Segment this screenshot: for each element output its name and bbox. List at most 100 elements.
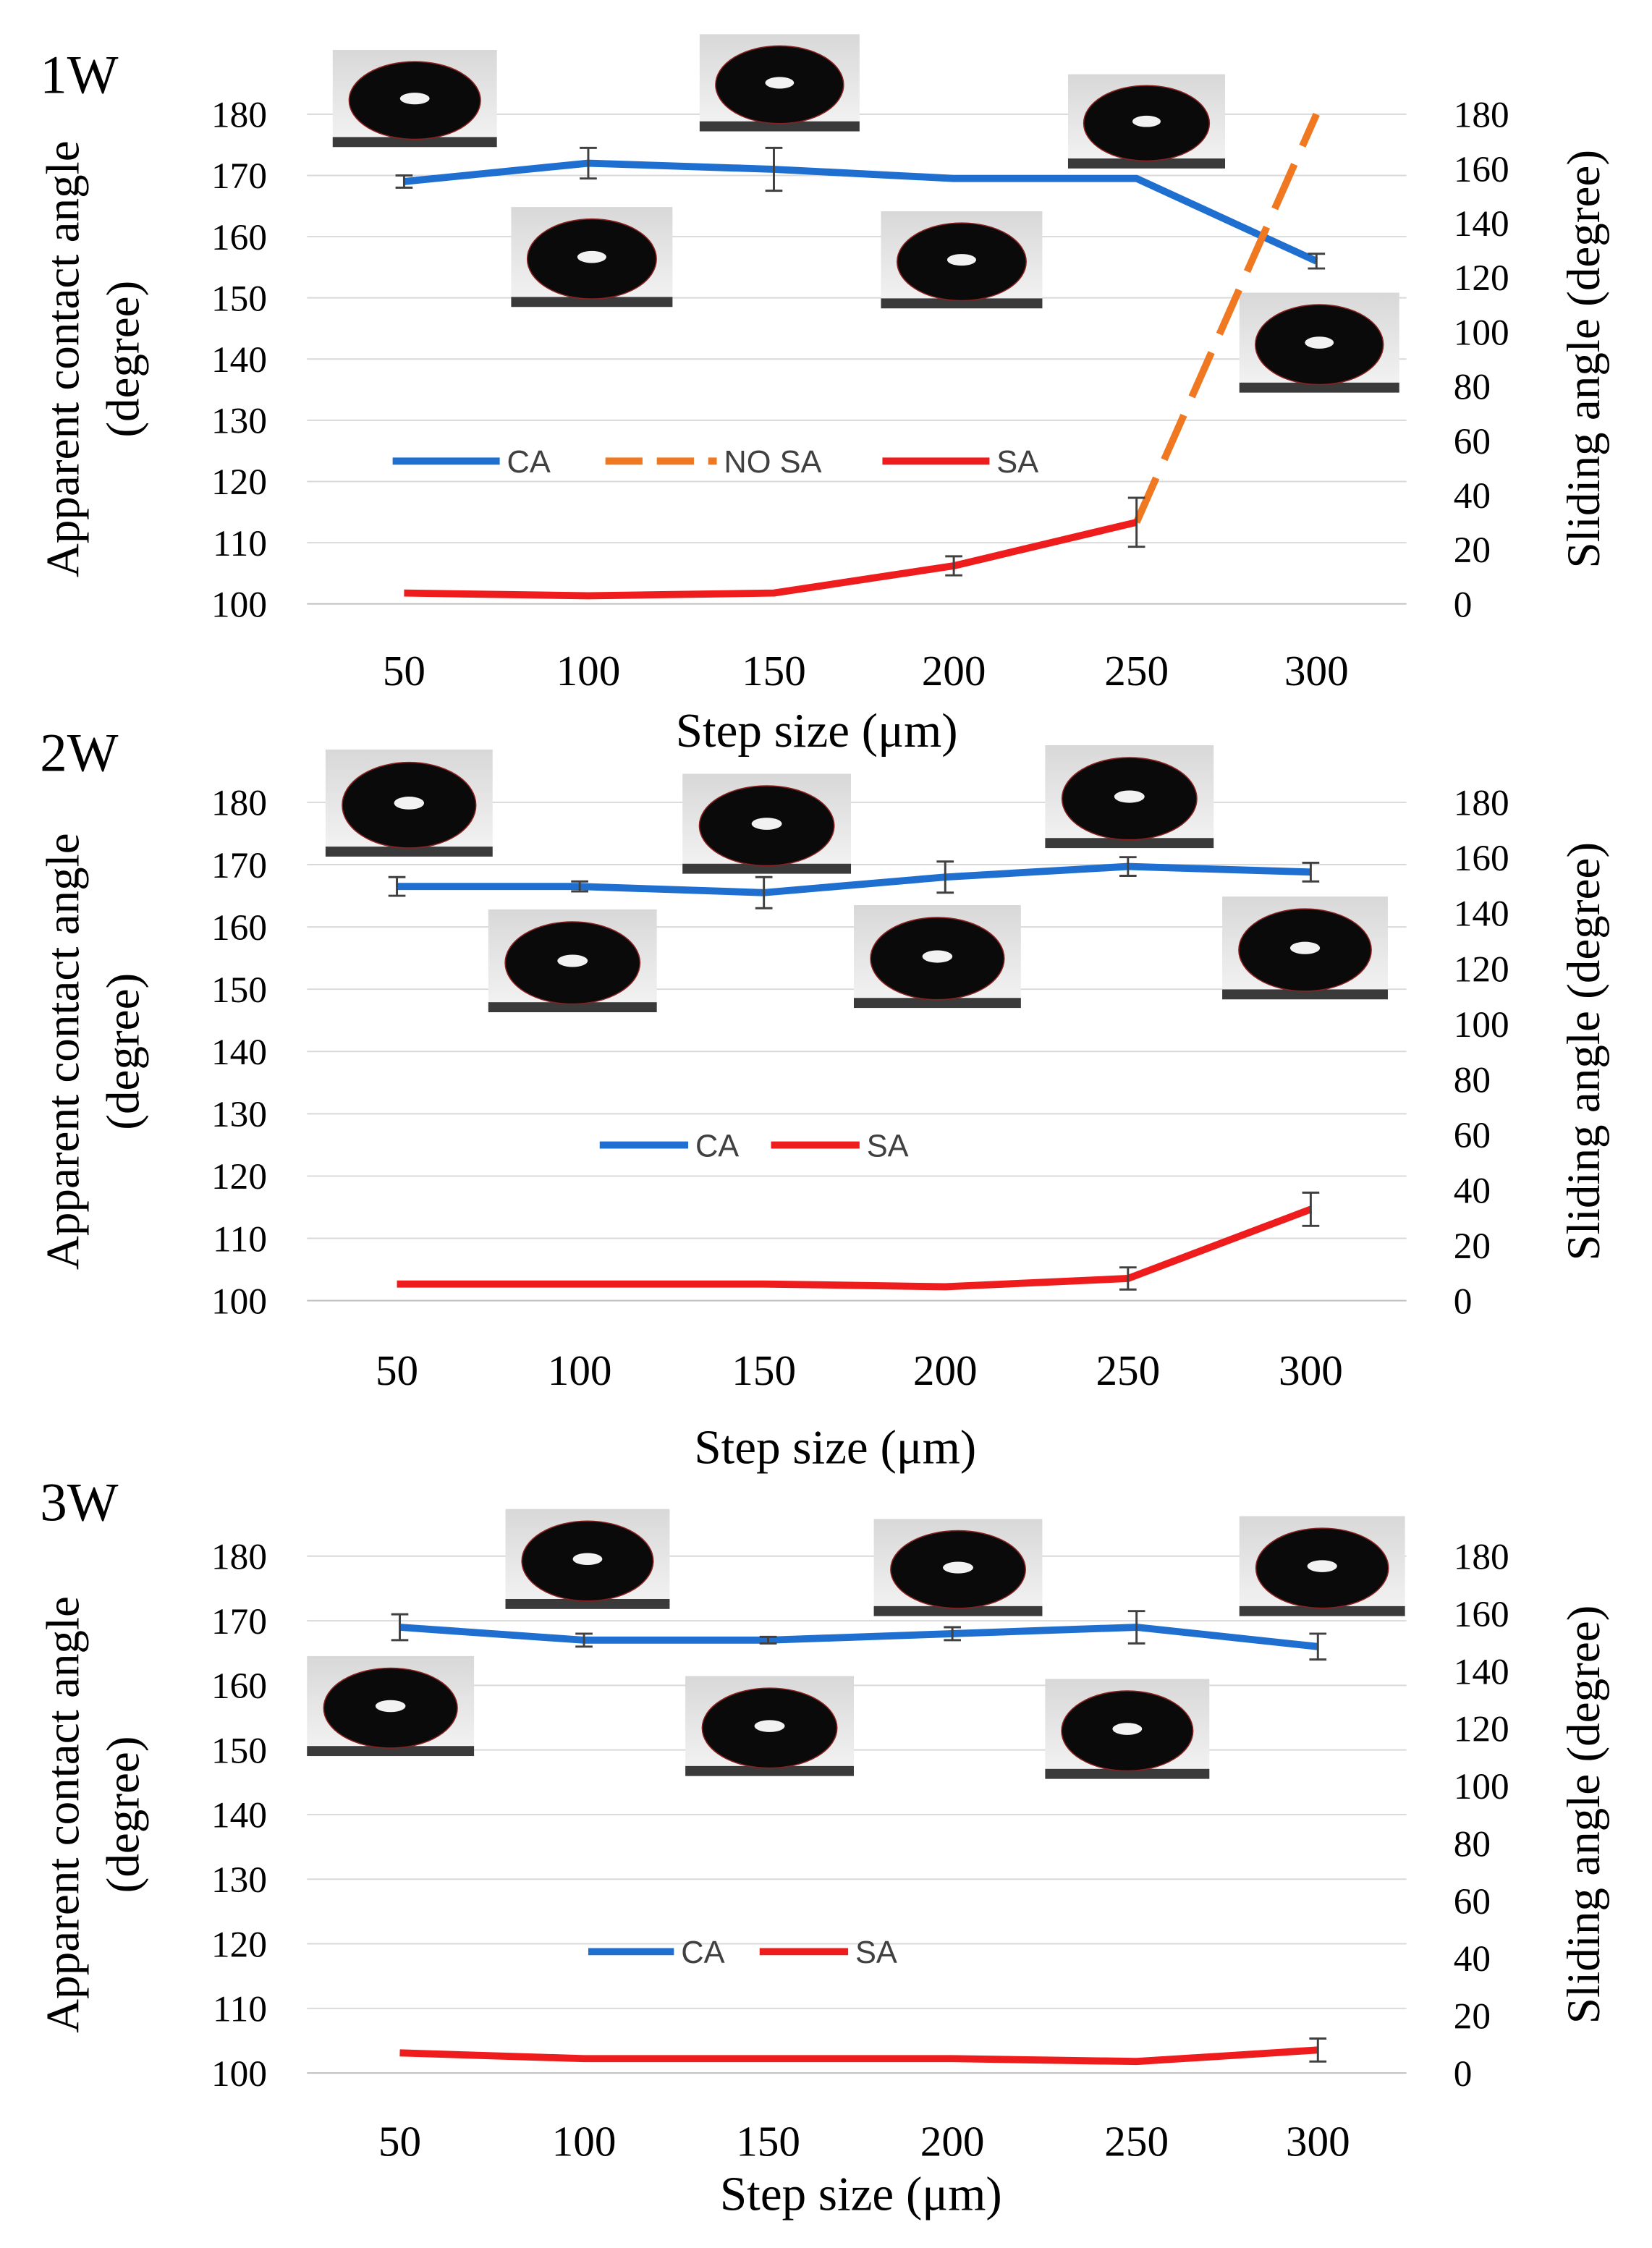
error-bar: [765, 146, 783, 192]
y-tick-label: 110: [213, 1218, 267, 1260]
panel-label: 1W: [40, 45, 118, 105]
droplet-image: [332, 50, 497, 148]
droplet-highlight: [1112, 1723, 1143, 1735]
y2-axis-title: Sliding angle (degree): [1558, 150, 1610, 569]
droplet-substrate: [1239, 382, 1399, 393]
x-tick-label: 50: [383, 647, 425, 695]
droplet-substrate: [685, 1765, 854, 1776]
error-bar: [1308, 253, 1326, 270]
droplet-image: [511, 207, 673, 307]
droplet-image: [1045, 1679, 1210, 1779]
legend-label: SA: [996, 445, 1038, 480]
legend-item: CA: [588, 1935, 725, 1970]
legend: CA SA: [588, 1935, 897, 1970]
y-tick-label: 140: [211, 1032, 267, 1073]
droplet-image: [685, 1676, 854, 1776]
y-tick-label: 160: [211, 217, 267, 258]
legend: CA NO SA SA: [392, 445, 1038, 480]
x-tick-label: 150: [742, 647, 806, 695]
y2-tick-label: 60: [1454, 421, 1491, 462]
y-tick-label: 160: [211, 907, 267, 949]
droplet-highlight: [943, 1561, 973, 1574]
error-bar: [1119, 1266, 1137, 1291]
droplet-images: [332, 34, 1399, 393]
droplet-highlight: [946, 254, 977, 266]
gridlines: [307, 1555, 1407, 2074]
droplet-image: [699, 34, 860, 132]
y2-tick-label: 100: [1454, 1766, 1509, 1807]
droplet-substrate: [332, 137, 497, 148]
y-tick-label: 130: [211, 401, 267, 442]
droplet-substrate: [325, 847, 493, 857]
legend-label: SA: [867, 1129, 909, 1163]
legend-item: SA: [882, 445, 1038, 480]
y-tick-label: 150: [211, 278, 267, 319]
y-tick-label: 100: [211, 2053, 267, 2095]
droplet-highlight: [751, 818, 782, 830]
y-tick-label: 130: [211, 1094, 267, 1135]
y2-tick-label: 80: [1454, 1823, 1491, 1865]
y-tick-label: 170: [211, 845, 267, 886]
error-bar: [944, 1626, 961, 1642]
y-tick-label: 140: [211, 1795, 267, 1836]
droplet-highlight: [1289, 941, 1321, 954]
y2-tick-label: 100: [1454, 1004, 1509, 1045]
y2-tick-label: 80: [1454, 367, 1491, 408]
droplet-highlight: [394, 797, 425, 810]
y-axis-title: Apparent contact angle (degree): [38, 833, 150, 1270]
x-axis-title: Step size (μm): [720, 2167, 1002, 2221]
y2-tick-label: 20: [1454, 1226, 1491, 1267]
y-tick-label: 170: [211, 156, 267, 197]
droplet-images: [307, 1509, 1405, 1779]
error-bar: [1127, 1610, 1145, 1645]
series-group: [388, 856, 1320, 1291]
error-bar: [391, 1613, 409, 1642]
x-tick-label: 300: [1279, 1346, 1343, 1394]
droplet-substrate: [853, 998, 1021, 1009]
panel-3W: 3W 100 110 120 130 140 150 160 170 180 0 20 40 60 80 10…: [38, 1472, 1610, 2221]
error-bar: [571, 880, 588, 893]
series-group: [391, 1610, 1327, 2066]
y2-tick-label: 160: [1454, 1594, 1509, 1635]
y2-axis-title: Sliding angle (degree): [1558, 150, 1610, 569]
droplet-substrate: [1067, 158, 1226, 169]
series-line-ca: [397, 862, 1311, 896]
y2-tick-label: 100: [1454, 312, 1509, 353]
droplet-image: [307, 1655, 475, 1757]
series-group: [395, 112, 1326, 600]
y2-tick-label: 60: [1454, 1881, 1491, 1922]
y-tick-label: 120: [211, 462, 267, 503]
x-tick-label: 50: [378, 2118, 421, 2166]
y2-tick-label: 80: [1454, 1059, 1491, 1100]
y2-tick-label: 60: [1454, 1115, 1491, 1156]
y2-tick-label: 40: [1454, 1938, 1491, 1980]
series-line-sa: [399, 2046, 1318, 2066]
y2-axis-title: Sliding angle (degree): [1558, 842, 1610, 1261]
legend-label: CA: [695, 1129, 739, 1163]
droplet-image: [488, 909, 657, 1013]
y2-tick-label: 0: [1454, 1281, 1473, 1322]
droplet-image: [1067, 74, 1226, 169]
y2-tick-label: 160: [1454, 838, 1509, 879]
droplet-image: [1045, 745, 1214, 849]
droplet-image: [853, 905, 1021, 1009]
y-axis-title: Apparent contact angle (degree): [38, 1596, 150, 2033]
x-tick-label: 100: [552, 2118, 617, 2166]
y2-tick-label: 180: [1454, 1537, 1509, 1578]
x-tick-label: 250: [1104, 2118, 1169, 2166]
droplet-highlight: [754, 1720, 785, 1732]
error-bar: [1302, 861, 1320, 883]
y-tick-label: 150: [211, 970, 267, 1011]
droplet-image: [881, 211, 1043, 309]
legend-label: CA: [681, 1935, 724, 1970]
legend-item: CA: [392, 445, 551, 480]
x-tick-label: 250: [1096, 1346, 1160, 1394]
droplet-image: [1239, 292, 1399, 393]
y-tick-label: 150: [211, 1730, 267, 1771]
y2-axis-title: Sliding angle (degree): [1558, 1606, 1610, 2024]
legend-item: NO SA: [605, 445, 822, 480]
x-axis-title: Step size (μm): [676, 703, 958, 758]
droplet-substrate: [511, 297, 673, 307]
droplet-highlight: [1305, 336, 1334, 349]
panel-2W: 2W 100 110 120 130 140 150 160 170 180 0 20 40 60 80 10…: [38, 724, 1610, 1475]
